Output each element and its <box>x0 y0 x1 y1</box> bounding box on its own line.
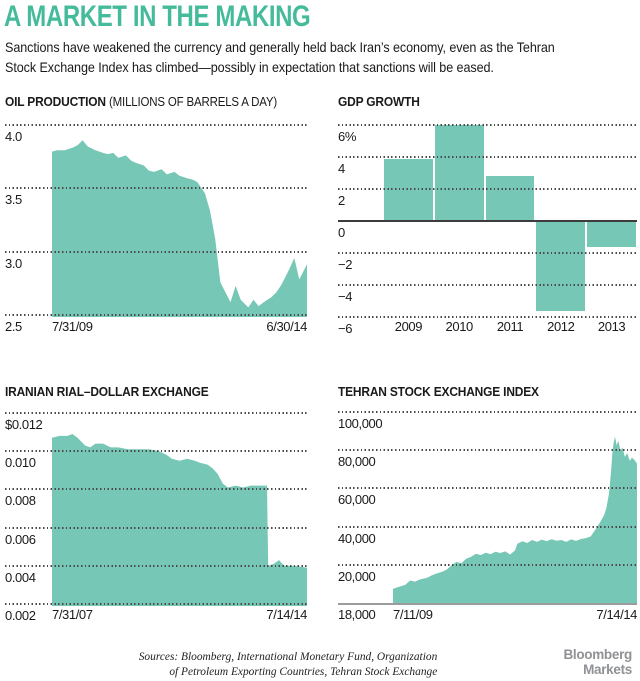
gridline <box>5 250 307 253</box>
gridline <box>338 411 637 413</box>
sources-line: of Petroleum Exporting Countries, Tehran… <box>169 664 437 678</box>
sources-line: Sources: Bloomberg, International Moneta… <box>138 649 437 663</box>
rial-dollar-exchange-chart: IRANIAN RIAL–DOLLAR EXCHANGE $0.012 0.010… <box>5 378 307 630</box>
gridline <box>5 488 307 491</box>
gridline <box>338 156 637 158</box>
bar-2012 <box>536 221 586 311</box>
x-tick-label: 2013 <box>597 319 626 334</box>
brand-line: Bloomberg <box>563 647 632 662</box>
gridline <box>5 124 307 126</box>
y-tick-label: 2.5 <box>5 319 22 334</box>
gridline <box>5 412 307 414</box>
gridline <box>5 450 307 453</box>
page-subtitle: Sanctions have weakened the currency and… <box>5 37 555 77</box>
gridline <box>338 525 637 528</box>
y-tick-label: 40,000 <box>338 530 376 546</box>
y-tick-label: 4 <box>338 161 345 176</box>
x-tick-end: 7/14/14 <box>596 607 637 622</box>
gridline <box>338 252 637 254</box>
gridline <box>5 187 307 190</box>
oil-area-series <box>52 140 307 317</box>
y-tick-label: 0.002 <box>5 608 36 623</box>
page-title: A MARKET IN THE MAKING <box>4 0 311 33</box>
x-tick-label: 2012 <box>547 319 575 334</box>
chart-title: OIL PRODUCTION (MILLIONS OF BARRELS A DA… <box>5 94 277 109</box>
gridline <box>338 449 637 452</box>
zero-axis-line <box>338 220 637 222</box>
chart-title-text: IRANIAN RIAL–DOLLAR EXCHANGE <box>5 384 209 399</box>
bloomberg-markets-logo: Bloomberg Markets <box>563 647 632 677</box>
y-tick-label: 0.004 <box>5 569 36 585</box>
x-tick-label: 2011 <box>496 319 524 334</box>
gridline <box>338 487 637 490</box>
gridline <box>338 124 637 126</box>
chart-title-text: GDP GROWTH <box>338 94 420 109</box>
x-tick-start: 7/11/09 <box>393 607 433 622</box>
bar-2011 <box>485 176 535 221</box>
bar-2013 <box>587 221 636 247</box>
gridline <box>338 188 637 190</box>
x-tick-label: 2010 <box>445 319 474 334</box>
gdp-growth-chart: GDP GROWTH 2009 2010 2011 2012 2013 6% 4 2 0 −2 −4… <box>338 88 637 340</box>
chart-title-note: (MILLIONS OF BARRELS A DAY) <box>109 95 278 109</box>
gridline <box>5 526 307 529</box>
y-tick-label: 0.006 <box>5 531 36 547</box>
y-base-label: 18,000 <box>338 607 376 622</box>
y-tick-label: 0 <box>338 225 345 240</box>
chart-title: IRANIAN RIAL–DOLLAR EXCHANGE <box>5 384 209 399</box>
x-tick-start: 7/31/09 <box>52 319 93 334</box>
y-tick-label: 6% <box>338 129 356 144</box>
x-tick-start: 7/31/07 <box>52 607 93 622</box>
y-tick-label: 3.0 <box>5 255 22 271</box>
y-tick-label: −2 <box>338 257 353 272</box>
bar-2010 <box>434 125 484 221</box>
gridline <box>5 314 307 316</box>
y-tick-label: 60,000 <box>338 492 376 508</box>
chart-title: TEHRAN STOCK EXCHANGE INDEX <box>338 384 539 399</box>
y-tick-label: 2 <box>338 193 345 208</box>
axis-baseline <box>338 603 637 605</box>
chart-title-text: OIL PRODUCTION <box>5 94 106 109</box>
y-tick-label: 20,000 <box>338 568 376 584</box>
oil-production-chart: OIL PRODUCTION (MILLIONS OF BARRELS A DA… <box>5 88 307 340</box>
x-tick-end: 7/14/14 <box>266 607 307 622</box>
y-tick-label: 0.010 <box>5 455 36 471</box>
brand-line: Markets <box>583 661 632 677</box>
y-tick-label: $0.012 <box>5 417 43 432</box>
subtitle-line: Stock Exchange Index has climbed—possibl… <box>5 59 494 75</box>
y-tick-label: −4 <box>338 289 353 304</box>
subtitle-line: Sanctions have weakened the currency and… <box>5 39 555 55</box>
chart-title-text: TEHRAN STOCK EXCHANGE INDEX <box>338 384 539 399</box>
gridline <box>5 564 307 567</box>
gridline <box>5 603 307 605</box>
tehran-stock-index-chart: TEHRAN STOCK EXCHANGE INDEX 100,000 80,00… <box>338 378 637 630</box>
y-tick-label: −6 <box>338 321 353 336</box>
y-tick-label: 100,000 <box>338 416 383 431</box>
x-tick-label: 2009 <box>394 319 423 334</box>
gridline <box>338 284 637 286</box>
gridline <box>338 316 637 318</box>
y-tick-label: 3.5 <box>5 192 22 208</box>
rial-area-series <box>52 434 307 606</box>
gridline <box>338 563 637 566</box>
chart-title: GDP GROWTH <box>338 94 420 109</box>
y-tick-label: 0.008 <box>5 493 36 509</box>
y-tick-label: 80,000 <box>338 454 376 470</box>
sources-note: Sources: Bloomberg, International Moneta… <box>138 649 437 679</box>
tehran-area-series <box>393 436 637 605</box>
x-tick-end: 6/30/14 <box>266 319 307 334</box>
y-tick-label: 4.0 <box>5 129 22 144</box>
